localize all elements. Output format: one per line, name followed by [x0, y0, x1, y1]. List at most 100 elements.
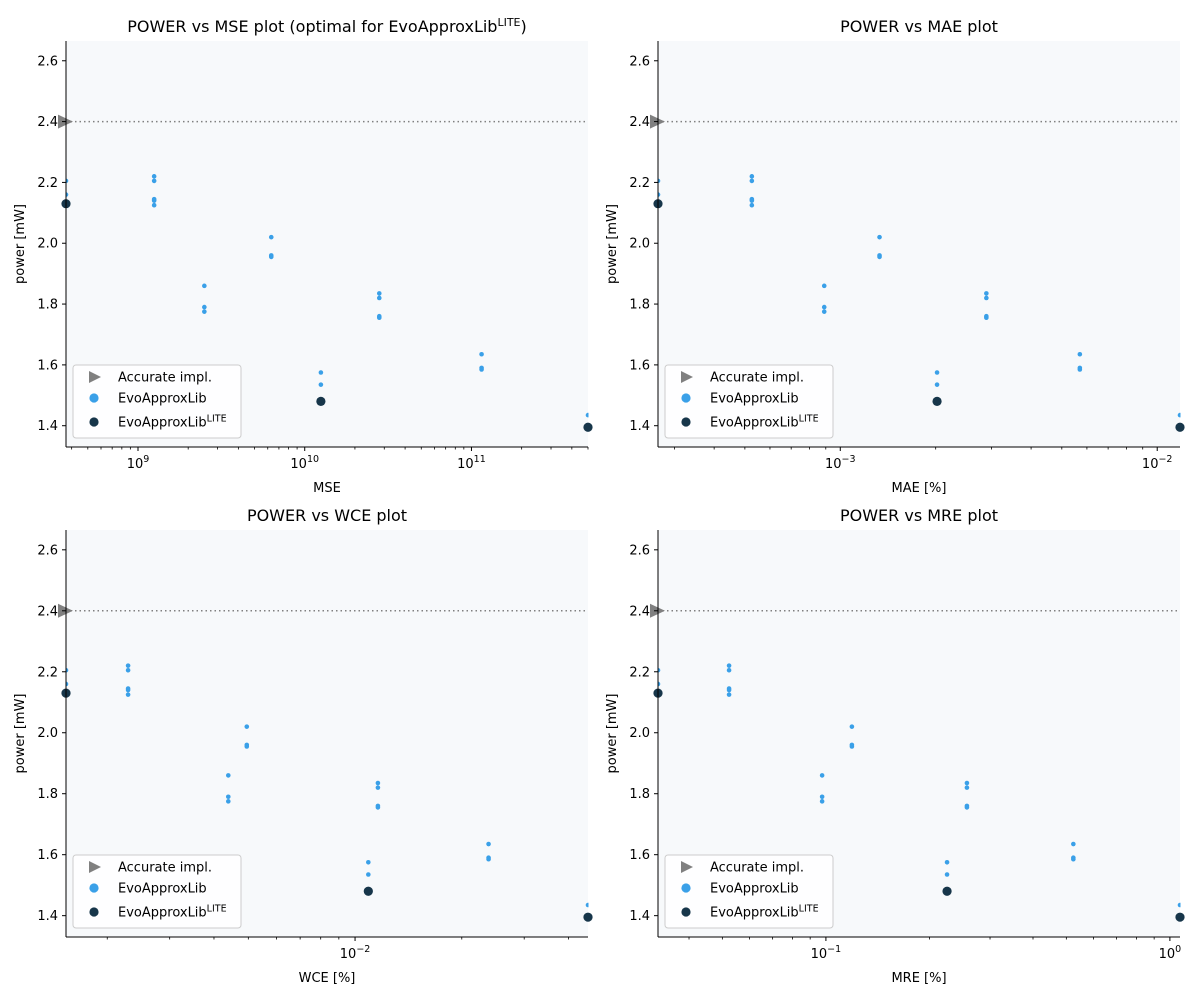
- evo-point: [375, 785, 381, 790]
- evo-point: [749, 174, 755, 179]
- legend-accurate-label: Accurate impl.: [710, 371, 804, 386]
- x-tick-exp: −1: [827, 944, 841, 955]
- data-points: [657, 663, 1181, 908]
- legend-evo-marker: [681, 883, 691, 893]
- lite-point: [316, 396, 326, 406]
- x-axis-label: MSE: [313, 481, 341, 496]
- y-tick-label: 1.8: [37, 787, 58, 802]
- x-tick-base: 10: [290, 457, 307, 472]
- x-tick-base: 10: [1142, 457, 1159, 472]
- evo-point: [366, 872, 371, 877]
- x-tick-base: 10: [340, 947, 357, 962]
- data-points: [657, 174, 1181, 418]
- evo-point: [486, 856, 491, 862]
- evo-point: [726, 667, 732, 673]
- data-points: [65, 174, 589, 418]
- lite-point: [583, 422, 593, 432]
- title-suffix: ): [521, 17, 527, 36]
- evo-point: [934, 370, 940, 375]
- evo-point: [1071, 841, 1076, 847]
- evo-point: [726, 692, 732, 697]
- x-tick-base: 10: [825, 457, 842, 472]
- evo-point: [849, 724, 855, 729]
- y-tick-label: 2.0: [629, 237, 650, 252]
- y-tick-label: 2.6: [629, 54, 650, 69]
- y-tick-label: 1.6: [629, 358, 650, 373]
- evo-point: [225, 773, 231, 778]
- evo-point: [486, 841, 491, 847]
- y-axis-label: power [mW]: [605, 694, 620, 774]
- y-tick-label: 2.0: [37, 237, 58, 252]
- legend: Accurate impl.EvoApproxLibEvoApproxLibLI…: [664, 364, 834, 439]
- legend-evo-label: EvoApproxLib: [710, 882, 799, 897]
- x-tick-label: 1011: [457, 454, 486, 472]
- evo-point: [726, 687, 732, 693]
- evo-point: [244, 744, 250, 749]
- evo-point: [821, 304, 827, 310]
- legend-lite-base: EvoApproxLib: [118, 416, 207, 431]
- y-tick-label: 1.4: [37, 419, 58, 434]
- evo-point: [202, 309, 207, 314]
- evo-point: [375, 805, 381, 810]
- legend-accurate-marker: [681, 861, 693, 873]
- y-tick-label: 2.4: [37, 604, 58, 619]
- x-axis-label: MAE [%]: [892, 481, 947, 496]
- evo-point: [984, 291, 989, 296]
- y-tick-label: 1.8: [37, 298, 58, 313]
- evo-point: [125, 667, 131, 673]
- evo-point: [1177, 902, 1181, 908]
- legend-lite-base: EvoApproxLib: [710, 906, 799, 921]
- evo-point: [125, 687, 131, 693]
- legend-accurate-marker: [89, 861, 101, 873]
- legend-lite-label: EvoApproxLibLITE: [118, 414, 227, 431]
- evo-point: [151, 198, 157, 203]
- evo-point: [585, 412, 589, 418]
- lite-point: [1175, 912, 1185, 922]
- x-axis-label: WCE [%]: [299, 971, 356, 986]
- legend-evo-label: EvoApproxLib: [118, 882, 207, 897]
- title-main: POWER vs MSE plot (optimal for EvoApprox…: [127, 17, 497, 36]
- evo-point: [366, 860, 371, 865]
- subplot-1: POWER vs MSE plot (optimal for EvoApprox…: [13, 16, 593, 496]
- evo-point: [202, 304, 207, 310]
- evo-point: [376, 295, 382, 301]
- evo-point: [151, 174, 157, 179]
- x-tick-label: 10−1: [811, 944, 842, 962]
- evo-point: [749, 178, 755, 184]
- lite-point: [942, 886, 952, 896]
- subplot-3: POWER vs WCE plot 1.4 1.6 1.8 2.0 2.2 2.4 2.6 10…: [13, 506, 593, 986]
- legend-box: [72, 364, 242, 439]
- y-tick-label: 1.4: [629, 909, 650, 924]
- x-tick-exp: 11: [474, 454, 486, 465]
- x-tick-label: 1010: [290, 454, 319, 472]
- subplot-2: POWER vs MAE plot 1.4 1.6 1.8 2.0 2.2 2.4 2.6 10…: [605, 17, 1185, 496]
- y-tick-label: 2.4: [629, 604, 650, 619]
- x-tick-label: 10−2: [1142, 454, 1173, 472]
- evo-point: [585, 902, 589, 908]
- evo-point: [821, 309, 827, 314]
- title-main: POWER vs MAE plot: [840, 17, 998, 36]
- y-tick-label: 1.4: [629, 419, 650, 434]
- evo-point: [202, 283, 207, 289]
- y-tick-label: 2.2: [629, 665, 650, 680]
- x-tick-label: 100: [1159, 944, 1182, 962]
- legend-lite-marker: [681, 417, 691, 427]
- legend-evo-label: EvoApproxLib: [710, 392, 799, 407]
- y-tick-label: 2.4: [629, 115, 650, 130]
- y-axis-label: power [mW]: [13, 204, 28, 284]
- evo-point: [1177, 412, 1181, 418]
- lite-point: [363, 886, 373, 896]
- legend-lite-label: EvoApproxLibLITE: [118, 904, 227, 921]
- evo-point: [151, 178, 157, 184]
- evo-point: [726, 663, 732, 668]
- x-tick-base: 10: [127, 457, 144, 472]
- evo-point: [944, 860, 950, 865]
- legend-box: [664, 364, 834, 439]
- y-tick-label: 1.8: [629, 298, 650, 313]
- evo-point: [984, 315, 989, 321]
- legend-lite-base: EvoApproxLib: [118, 906, 207, 921]
- x-tick-exp: 0: [1175, 944, 1181, 955]
- x-tick-exp: 9: [143, 454, 149, 465]
- subplot-4: POWER vs MRE plot 1.4 1.6 1.8 2.0 2.2 2.4 2.6 10…: [605, 506, 1185, 986]
